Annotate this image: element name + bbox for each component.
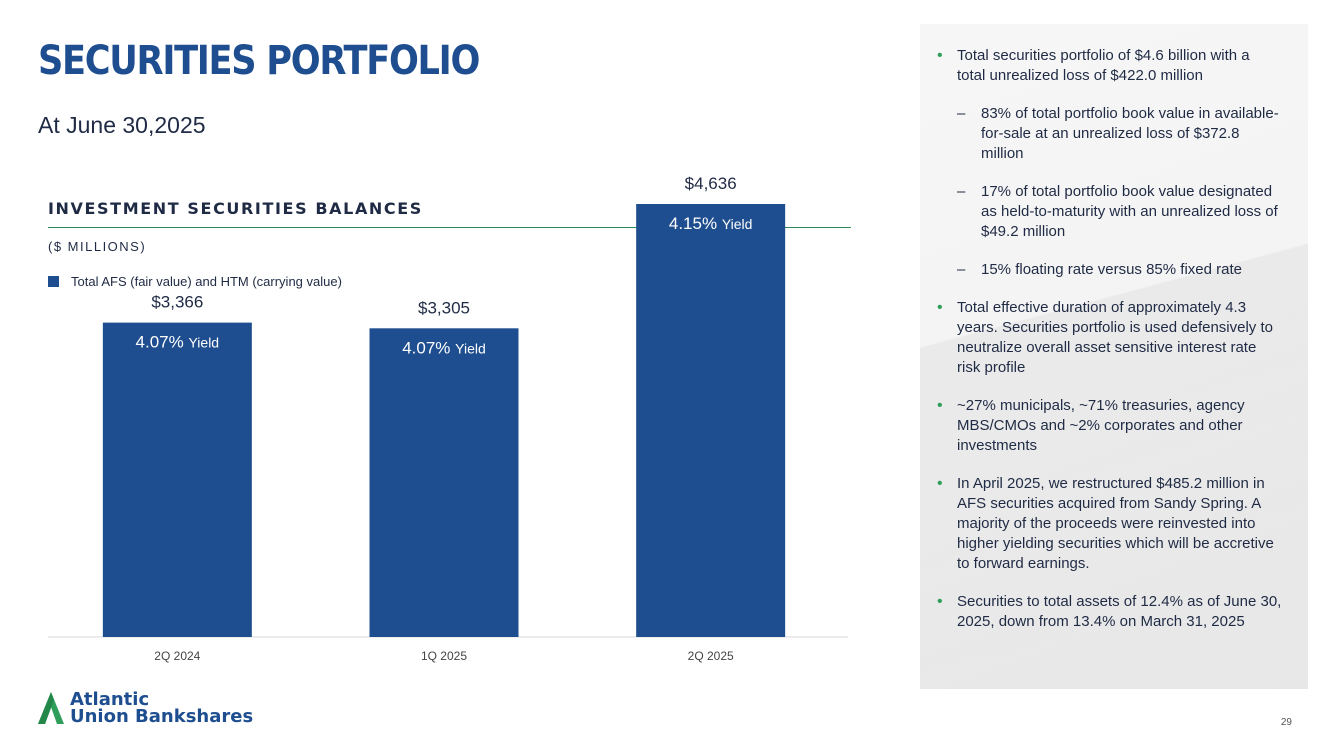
legend-swatch [48,276,59,287]
chart-legend: Total AFS (fair value) and HTM (carrying… [48,274,342,289]
page-subtitle: At June 30,2025 [38,112,206,138]
bar-value-label: $4,636 [685,174,737,193]
bullet-item: ~27% municipals, ~71% treasuries, agency… [937,396,1282,456]
bullet-item: Securities to total assets of 12.4% as o… [937,592,1282,632]
chart-title-rule [48,227,851,228]
x-tick-label: 2Q 2024 [154,649,200,663]
logo-line-2: Union Bankshares [70,706,254,727]
page-title: SECURITIES PORTFOLIO [38,38,480,84]
bar-chart: $3,366 4.07% Yield 2Q 2024 $3,305 4.07% Yiel… [48,174,848,663]
sub-bullet-item: 17% of total portfolio book value design… [957,182,1282,242]
x-tick-label: 2Q 2025 [688,649,734,663]
bar-yield-label: 4.07% Yield [136,333,220,352]
sub-bullet-item: 83% of total portfolio book value in ava… [957,104,1282,164]
bar-yield-label: 4.07% Yield [402,338,486,357]
bar-yield-label: 4.15% Yield [669,214,753,233]
bar-value-label: $3,305 [418,298,470,317]
legend-label: Total AFS (fair value) and HTM (carrying… [71,274,342,289]
company-logo: Atlantic Union Bankshares [38,690,253,726]
logo-line-1: Atlantic [70,689,150,710]
bar [636,203,786,637]
bar [369,328,519,637]
bullet-list: Total securities portfolio of $4.6 billi… [920,24,1308,632]
logo-mark-icon [38,692,64,724]
chart-units: ($ MILLIONS) [48,239,147,254]
bar-value-label: $3,366 [151,293,203,312]
bullet-item: Total effective duration of approximatel… [937,298,1282,378]
bullet-item: In April 2025, we restructured $485.2 mi… [937,474,1282,574]
bullet-item: Total securities portfolio of $4.6 billi… [937,46,1282,86]
bar [102,322,252,637]
chart-title: INVESTMENT SECURITIES BALANCES [48,199,423,218]
key-points-panel: Total securities portfolio of $4.6 billi… [920,24,1308,689]
sub-bullet-item: 15% floating rate versus 85% fixed rate [957,260,1282,280]
x-tick-label: 1Q 2025 [421,649,467,663]
page-number: 29 [1280,717,1292,728]
